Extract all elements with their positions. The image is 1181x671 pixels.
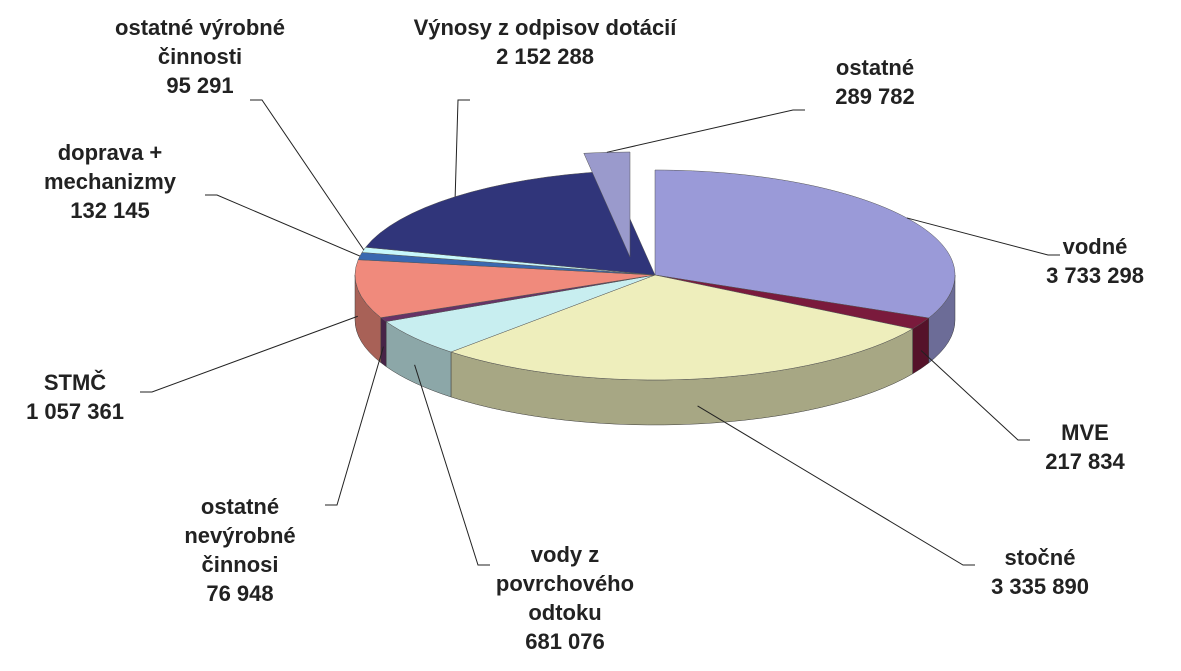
label-name: ostatné nevýrobné činnosi [184,494,296,577]
label-value: 95 291 [166,73,234,98]
label-value: 3 335 890 [991,574,1089,599]
leader-line [454,99,470,197]
label-value: 2 152 288 [496,44,594,69]
label-value: 217 834 [1045,449,1125,474]
label-value: 289 782 [835,84,915,109]
leader-line [140,315,358,393]
slice [354,259,656,318]
label-name: Výnosy z odpisov dotácií [413,15,677,40]
leader-line [606,109,805,153]
leader-line [205,194,361,257]
label-value: 132 145 [70,198,150,223]
label-value: 1 057 361 [26,399,124,424]
leader-line [697,405,975,566]
leader-line [920,350,1030,441]
leader-line [250,99,365,251]
label-name: vody z povrchového odtoku [495,542,635,625]
data-label: ostatné nevýrobné činnosi 76 948 [165,492,315,608]
label-value: 681 076 [525,629,605,654]
data-label: Výnosy z odpisov dotácií 2 152 288 [405,13,685,71]
label-value: 76 948 [206,581,274,606]
data-label: vody z povrchového odtoku 681 076 [485,540,645,656]
data-label: ostatné 289 782 [800,53,950,111]
slice-wall [380,317,387,368]
label-name: stočné [1004,545,1076,570]
label-name: ostatné [835,55,915,80]
slice [450,274,914,381]
data-label: STMČ 1 057 361 [0,368,150,426]
data-label: ostatné výrobné činnosti 95 291 [80,13,320,100]
leader-line [906,217,1060,256]
label-name: MVE [1061,420,1109,445]
data-label: MVE 217 834 [1025,418,1145,476]
label-value: 3 733 298 [1046,263,1144,288]
data-label: doprava + mechanizmy 132 145 [15,138,205,225]
label-name: ostatné výrobné činnosti [115,15,285,69]
label-name: vodné [1062,234,1128,259]
label-name: doprava + mechanizmy [43,140,177,194]
leader-line [414,364,490,566]
label-name: STMČ [43,370,107,395]
data-label: vodné 3 733 298 [1020,232,1170,290]
leader-line [325,346,384,506]
data-label: stočné 3 335 890 [950,543,1130,601]
